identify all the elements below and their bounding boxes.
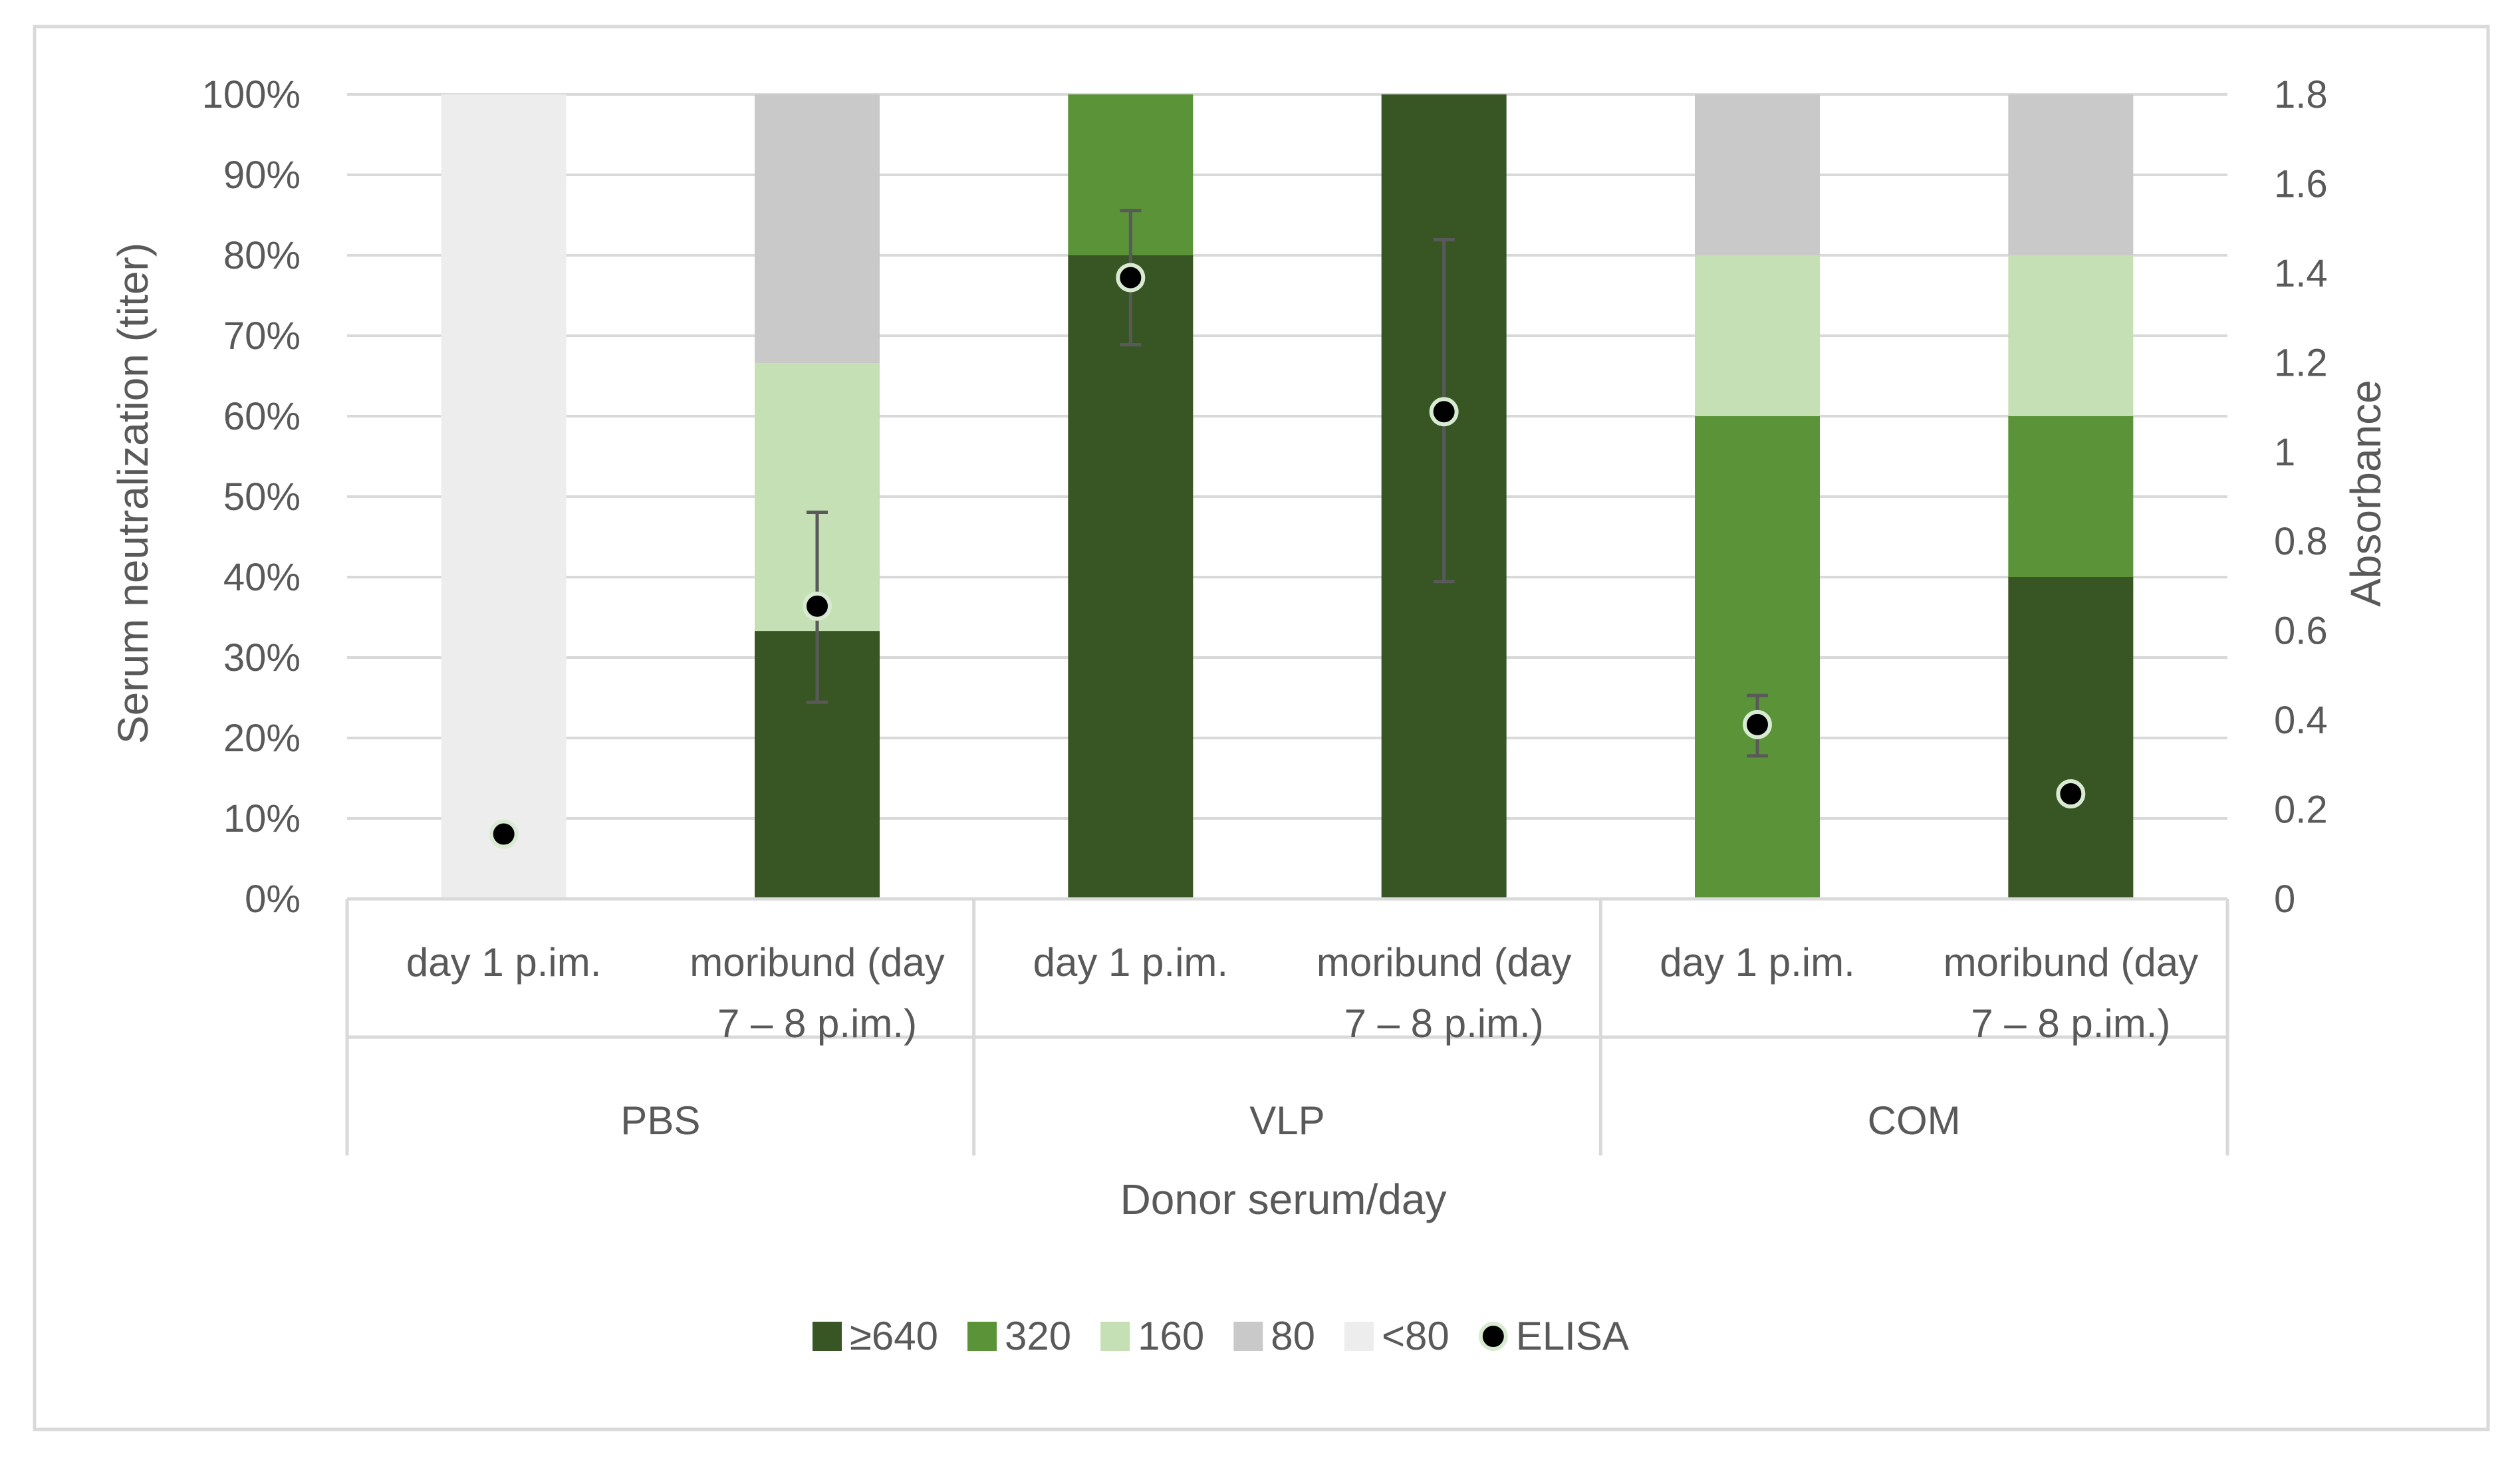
- group-labels: PBS VLP COM: [620, 1098, 1960, 1143]
- legend-label: ELISA: [1516, 1314, 1629, 1358]
- bar-segment: [1695, 255, 1820, 416]
- category-labels: day 1 p.im. moribund (day 7 – 8 p.im.) day …: [406, 940, 2198, 1046]
- y-axis-title: Serum neutralization (titer): [109, 243, 157, 744]
- category-label: moribund (day: [690, 940, 945, 985]
- y-tick-label: 30%: [223, 636, 301, 679]
- y-tick-label: 50%: [223, 475, 301, 519]
- y2-tick-label: 1.8: [2274, 73, 2328, 116]
- elisa-point: [803, 591, 832, 621]
- bar-segment: [1695, 94, 1820, 255]
- legend-swatch: [1344, 1322, 1374, 1351]
- category-label-line2: 7 – 8 p.im.): [1971, 1001, 2170, 1046]
- category-label: moribund (day: [1944, 940, 2199, 985]
- category-label-line2: 7 – 8 p.im.): [1344, 1001, 1544, 1046]
- legend-label: 320: [1005, 1314, 1071, 1358]
- bar-segment: [1695, 416, 1820, 899]
- elisa-point: [1743, 709, 1772, 739]
- category-label: day 1 p.im.: [1033, 940, 1228, 985]
- bar-segment: [2008, 577, 2134, 899]
- y-tick-label: 100%: [202, 73, 301, 116]
- category-label: day 1 p.im.: [406, 940, 601, 985]
- elisa-point: [2056, 779, 2086, 809]
- y-tick-label: 10%: [223, 797, 301, 840]
- y2-tick-label: 0.6: [2274, 610, 2328, 653]
- group-label: PBS: [620, 1098, 700, 1143]
- bars: [441, 94, 2134, 899]
- bar-segment: [2008, 416, 2134, 577]
- legend-label: <80: [1382, 1314, 1449, 1358]
- legend-label: 160: [1138, 1314, 1204, 1358]
- y2-tick-label: 0.8: [2274, 520, 2328, 563]
- y2-tick-label: 1.2: [2274, 341, 2328, 384]
- group-label: VLP: [1249, 1098, 1324, 1143]
- legend-swatch: [813, 1322, 842, 1351]
- bar-segment: [1068, 255, 1194, 899]
- bar-segment: [755, 94, 880, 364]
- y2-tick-label: 0: [2274, 878, 2295, 921]
- category-label: moribund (day: [1317, 940, 1572, 985]
- elisa-point: [489, 819, 519, 849]
- y-tick-label: 70%: [223, 314, 301, 358]
- x-axis-title: Donor serum/day: [1120, 1175, 1447, 1223]
- y2-tick-label: 0.4: [2274, 699, 2328, 742]
- y-tick-label: 0%: [245, 878, 301, 921]
- y2-tick-label: 0.2: [2274, 789, 2328, 832]
- y-tick-labels: 0% 10% 20% 30% 40% 50% 60% 70% 80% 90% 100%: [202, 73, 301, 921]
- y-tick-label: 80%: [223, 234, 301, 277]
- category-label-line2: 7 – 8 p.im.): [717, 1001, 917, 1046]
- gridlines: [347, 93, 2227, 820]
- bar-segment: [2008, 94, 2134, 255]
- legend-swatch: [1100, 1322, 1130, 1351]
- elisa-point: [1116, 263, 1146, 293]
- bar-segment: [2008, 255, 2134, 416]
- category-label: day 1 p.im.: [1660, 940, 1854, 985]
- legend-marker: [1478, 1322, 1508, 1351]
- y2-tick-label: 1.6: [2274, 162, 2328, 205]
- legend-swatch: [1233, 1322, 1263, 1351]
- y-tick-label: 20%: [223, 717, 301, 760]
- y-tick-label: 60%: [223, 395, 301, 438]
- y2-tick-label: 1: [2274, 431, 2295, 474]
- axes: [345, 897, 2229, 1156]
- y2-tick-label: 1.4: [2274, 252, 2328, 295]
- y-tick-label: 90%: [223, 154, 301, 197]
- legend-label: ≥640: [850, 1314, 938, 1358]
- y2-axis-title: Absorbance: [2342, 380, 2390, 607]
- legend-swatch: [967, 1322, 997, 1351]
- group-label: COM: [1868, 1098, 1961, 1143]
- y-tick-label: 40%: [223, 556, 301, 599]
- y2-tick-labels: 0 0.2 0.4 0.6 0.8 1 1.2 1.4 1.6 1.8: [2274, 73, 2328, 921]
- legend: ≥640 320 160 80 <80 ELISA: [813, 1314, 1629, 1358]
- elisa-points: [489, 263, 2086, 849]
- elisa-point: [1429, 397, 1459, 427]
- legend-label: 80: [1271, 1314, 1315, 1358]
- bar-segment: [441, 94, 567, 899]
